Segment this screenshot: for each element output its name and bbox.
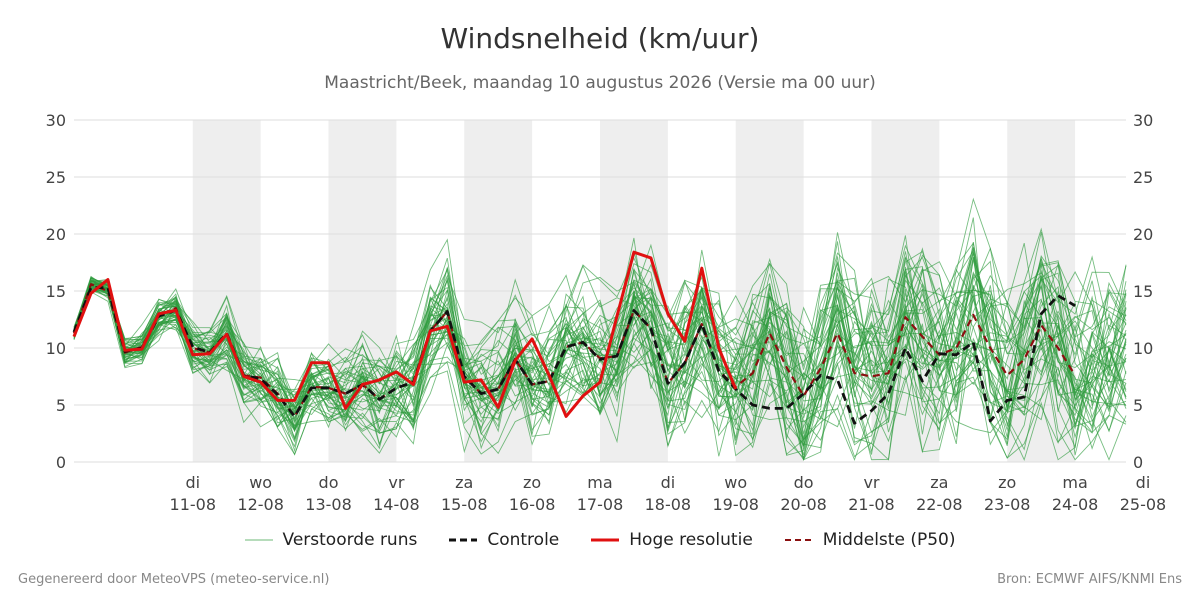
x-tick-date-10: 21-08	[848, 495, 895, 514]
x-tick-date-4: 15-08	[441, 495, 488, 514]
x-tick-day-12: zo	[998, 473, 1016, 492]
x-tick-date-0: 11-08	[170, 495, 217, 514]
x-tick-date-12: 23-08	[984, 495, 1031, 514]
y-tick-right-15: 15	[1133, 282, 1153, 301]
x-tick-day-1: wo	[249, 473, 272, 492]
legend-swatch-ensemble	[244, 539, 273, 541]
legend-item-median: Middelste (P50)	[784, 530, 956, 550]
y-tick-left-5: 5	[56, 396, 66, 415]
legend-item-ensemble: Verstoorde runs	[244, 530, 418, 550]
x-tick-date-11: 22-08	[916, 495, 963, 514]
y-tick-right-0: 0	[1133, 453, 1143, 472]
y-tick-left-0: 0	[56, 453, 66, 472]
ensemble-run-48	[73, 227, 1127, 447]
x-tick-day-14: di	[1136, 473, 1151, 492]
ensemble-run-34	[73, 282, 1127, 449]
grid-lines	[74, 119, 1126, 463]
footer-credit: Gegenereerd door MeteoVPS (meteo-service…	[18, 572, 330, 587]
x-tick-date-7: 18-08	[645, 495, 692, 514]
x-tick-day-0: di	[185, 473, 200, 492]
x-tick-date-1: 12-08	[237, 495, 284, 514]
y-tick-right-25: 25	[1133, 168, 1153, 187]
y-tick-right-10: 10	[1133, 339, 1153, 358]
ensemble-run-37	[73, 242, 1127, 442]
y-tick-right-5: 5	[1133, 396, 1143, 415]
x-tick-date-2: 13-08	[305, 495, 352, 514]
x-tick-date-3: 14-08	[373, 495, 420, 514]
ensemble-run-32	[73, 277, 1127, 461]
legend-label-hires: Hoge resolutie	[629, 530, 753, 550]
legend-label-ensemble: Verstoorde runs	[282, 530, 418, 550]
y-tick-left-25: 25	[46, 168, 66, 187]
ensemble-run-49	[73, 271, 1127, 459]
x-tick-day-3: vr	[388, 473, 404, 492]
x-tick-day-6: ma	[587, 473, 612, 492]
x-tick-day-4: za	[455, 473, 473, 492]
axis-labels: 0 0 5 5 10 10 15 15 20 20 25 25 30 30 di 11-08 wo 12-08 do…	[46, 111, 1167, 514]
x-tick-day-10: vr	[863, 473, 879, 492]
x-tick-day-11: za	[930, 473, 948, 492]
ensemble-runs	[73, 197, 1127, 461]
x-tick-date-9: 20-08	[780, 495, 827, 514]
y-tick-left-20: 20	[46, 225, 66, 244]
chart-subtitle: Maastricht/Beek, maandag 10 augustus 202…	[324, 73, 876, 93]
ensemble-run-27	[73, 272, 1127, 454]
ensemble-run-23	[73, 257, 1127, 423]
main-series	[72, 250, 1077, 425]
series-line-hoge-resolutie	[72, 250, 738, 418]
x-tick-day-9: do	[794, 473, 814, 492]
x-tick-date-6: 17-08	[577, 495, 624, 514]
legend-item-control: Controle	[449, 530, 559, 550]
legend: Verstoorde runs Controle Hoge resolutie …	[0, 530, 1200, 550]
ensemble-run-9	[73, 269, 1127, 443]
legend-swatch-hires	[591, 538, 620, 542]
legend-label-median: Middelste (P50)	[822, 530, 956, 550]
x-tick-day-13: ma	[1062, 473, 1087, 492]
series-line-controle	[72, 286, 1076, 425]
x-tick-date-14: 25-08	[1120, 495, 1167, 514]
ensemble-run-42	[73, 263, 1127, 445]
legend-swatch-median	[784, 539, 813, 541]
x-tick-date-8: 19-08	[712, 495, 759, 514]
footer-source: Bron: ECMWF AIFS/KNMI Ens	[997, 572, 1182, 587]
chart-title: Windsnelheid (km/uur)	[440, 22, 760, 55]
x-tick-day-5: zo	[523, 473, 541, 492]
ensemble-run-44	[73, 263, 1127, 453]
y-tick-right-30: 30	[1133, 111, 1153, 130]
legend-label-control: Controle	[487, 530, 560, 550]
x-tick-date-5: 16-08	[509, 495, 556, 514]
x-tick-day-7: di	[661, 473, 676, 492]
y-tick-left-15: 15	[46, 282, 66, 301]
y-tick-left-30: 30	[46, 111, 66, 130]
y-tick-right-20: 20	[1133, 225, 1153, 244]
y-tick-left-10: 10	[46, 339, 66, 358]
ensemble-run-18	[73, 232, 1127, 434]
ensemble-run-28	[73, 250, 1127, 446]
x-tick-day-8: wo	[724, 473, 747, 492]
ensemble-run-35	[73, 249, 1127, 451]
x-tick-date-13: 24-08	[1052, 495, 1099, 514]
legend-item-hires: Hoge resolutie	[591, 530, 753, 550]
legend-swatch-control	[449, 538, 478, 542]
x-tick-day-2: do	[319, 473, 339, 492]
ensemble-run-29	[73, 275, 1127, 446]
